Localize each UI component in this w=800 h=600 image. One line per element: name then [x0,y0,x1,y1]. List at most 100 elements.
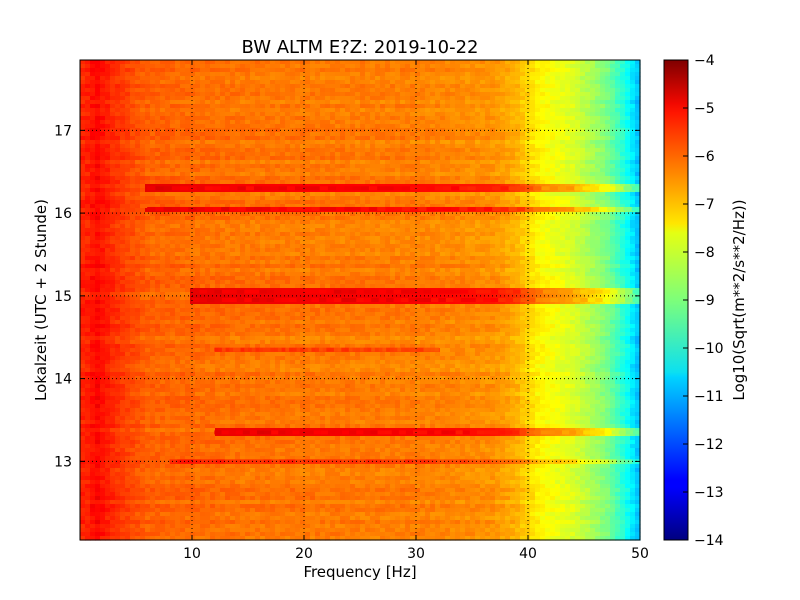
heatmap-cell [610,76,616,81]
heatmap-cell [605,120,611,125]
heatmap-cell [95,120,101,125]
heatmap-cell [220,120,226,125]
heatmap-cell [265,76,271,81]
heatmap-cell [590,80,596,85]
heatmap-cell [215,188,221,193]
heatmap-cell [540,216,546,221]
heatmap-cell [210,68,216,73]
heatmap-cell [160,64,166,69]
heatmap-cell [485,96,491,101]
heatmap-cell [395,212,401,217]
heatmap-cell [140,116,146,121]
heatmap-cell [620,164,626,169]
heatmap-cell [360,144,366,149]
heatmap-cell [510,180,516,185]
heatmap-cell [435,128,441,133]
heatmap-cell [230,220,236,225]
heatmap-cell [565,192,571,197]
heatmap-cell [325,200,331,205]
heatmap-cell [450,144,456,149]
heatmap-cell [320,176,326,181]
heatmap-cell [435,60,441,65]
heatmap-cell [465,176,471,181]
heatmap-cell [235,192,241,197]
heatmap-cell [195,152,201,157]
heatmap-cell [525,220,531,225]
heatmap-cell [385,96,391,101]
heatmap-cell [285,108,291,113]
heatmap-cell [210,104,216,109]
heatmap-cell [250,204,256,209]
heatmap-cell [130,80,136,85]
heatmap-cell [215,124,221,129]
heatmap-cell [405,64,411,69]
heatmap-cell [410,236,416,241]
heatmap-cell [390,132,396,137]
heatmap-cell [180,132,186,137]
heatmap-cell [365,132,371,137]
heatmap-cell [160,96,166,101]
heatmap-cell [90,172,96,177]
heatmap-cell [280,148,286,153]
heatmap-cell [615,148,621,153]
heatmap-cell [445,224,451,229]
heatmap-cell [610,156,616,161]
heatmap-cell [560,176,566,181]
heatmap-cell [590,196,596,201]
heatmap-cell [310,228,316,233]
heatmap-cell [340,216,346,221]
heatmap-cell [355,108,361,113]
heatmap-cell [530,212,536,217]
heatmap-cell [210,220,216,225]
heatmap-cell [635,172,641,177]
heatmap-cell [90,132,96,137]
heatmap-cell [615,108,621,113]
heatmap-cell [500,148,506,153]
heatmap-cell [275,136,281,141]
heatmap-cell [80,212,86,217]
heatmap-cell [520,168,526,173]
heatmap-cell [95,172,101,177]
heatmap-cell [350,112,356,117]
heatmap-cell [580,220,586,225]
heatmap-cell [495,136,501,141]
heatmap-cell [520,200,526,205]
heatmap-cell [500,164,506,169]
heatmap-cell [540,232,546,237]
heatmap-cell [310,120,316,125]
heatmap-cell [610,192,616,197]
heatmap-cell [280,132,286,137]
heatmap-cell [155,160,161,165]
heatmap-cell [440,156,446,161]
heatmap-cell [280,172,286,177]
heatmap-cell [515,112,521,117]
heatmap-cell [175,132,181,137]
heatmap-cell [525,156,531,161]
heatmap-cell [85,96,91,101]
heatmap-cell [330,144,336,149]
heatmap-cell [185,180,191,185]
heatmap-cell [345,212,351,217]
heatmap-cell [345,72,351,77]
heatmap-cell [425,224,431,229]
heatmap-cell [600,116,606,121]
heatmap-cell [180,180,186,185]
heatmap-cell [155,220,161,225]
heatmap-cell [465,196,471,201]
heatmap-cell [620,100,626,105]
heatmap-cell [200,132,206,137]
heatmap-cell [245,136,251,141]
heatmap-cell [100,172,106,177]
heatmap-cell [525,152,531,157]
heatmap-cell [590,156,596,161]
heatmap-cell [130,196,136,201]
heatmap-cell [515,144,521,149]
heatmap-cell [535,116,541,121]
heatmap-cell [125,76,131,81]
heatmap-cell [335,168,341,173]
heatmap-cell [240,192,246,197]
heatmap-cell [625,72,631,77]
heatmap-cell [85,140,91,145]
heatmap-cell [385,156,391,161]
heatmap-cell [615,64,621,69]
